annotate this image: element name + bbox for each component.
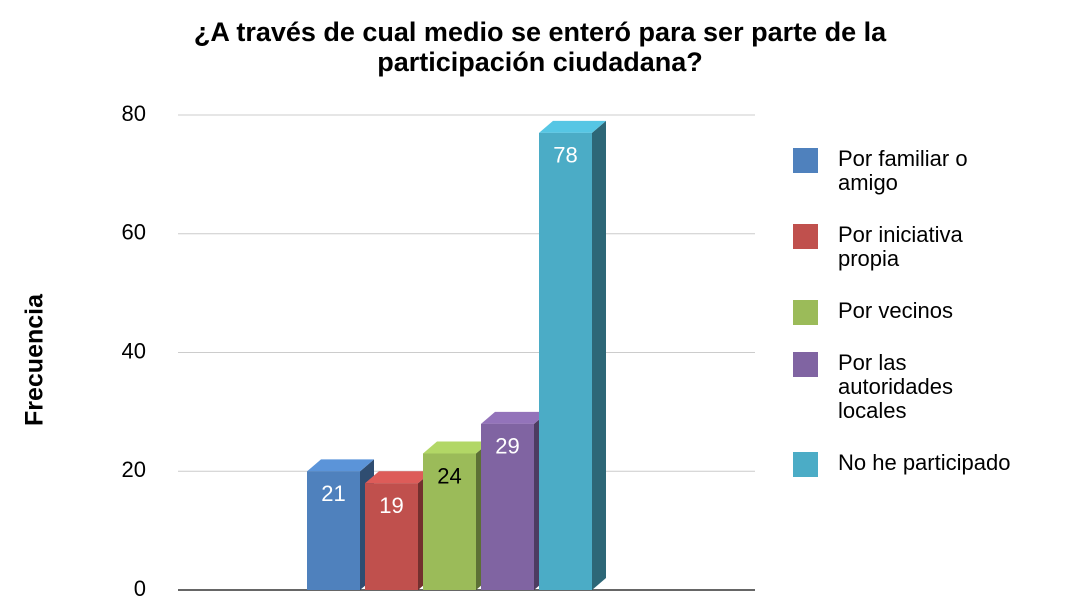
legend-line: Por iniciativa <box>838 222 963 247</box>
bar-side <box>592 120 606 590</box>
data-label: 21 <box>321 481 345 506</box>
y-tick-label: 60 <box>122 220 146 245</box>
legend-line: autoridades <box>838 374 953 399</box>
legend-label: Por vecinos <box>838 298 953 323</box>
legend-line: No he participado <box>838 450 1010 475</box>
legend-line: propia <box>838 246 900 271</box>
data-label: 78 <box>553 143 577 168</box>
data-label: 29 <box>495 434 519 459</box>
bar <box>365 471 432 590</box>
bar <box>423 441 490 590</box>
bar <box>307 459 374 590</box>
legend-line: Por las <box>838 350 906 375</box>
chart-title: ¿A través de cual medio se enteró para s… <box>194 17 887 47</box>
y-tick-label: 20 <box>122 457 146 482</box>
legend-swatch <box>793 148 818 173</box>
y-tick-label: 0 <box>134 576 146 601</box>
legend-line: locales <box>838 398 906 423</box>
legend-swatch <box>793 352 818 377</box>
bar-front <box>365 483 418 590</box>
data-label: 19 <box>379 493 403 518</box>
bar-top <box>423 441 490 454</box>
legend-label: Por familiar o amigo <box>838 146 968 195</box>
y-tick-label: 40 <box>122 338 146 363</box>
legend-line: Por vecinos <box>838 298 953 323</box>
legend-line: amigo <box>838 170 898 195</box>
bar-top <box>539 120 606 133</box>
legend-label: Por iniciativa propia <box>838 222 963 271</box>
bar <box>539 120 606 590</box>
bar-top <box>307 459 374 472</box>
bar-top <box>365 471 432 484</box>
data-label: 24 <box>437 463 461 488</box>
chart-title: participación ciudadana? <box>377 47 703 77</box>
y-axis-label: Frecuencia <box>21 293 49 426</box>
bar-front <box>539 132 592 590</box>
legend-swatch <box>793 452 818 477</box>
bar-front <box>481 423 534 590</box>
bar-front <box>423 453 476 590</box>
legend-label: No he participado <box>838 450 1010 475</box>
legend-swatch <box>793 300 818 325</box>
legend-label: Por las autoridades locales <box>838 350 953 423</box>
legend-line: Por familiar o <box>838 146 968 171</box>
legend-swatch <box>793 224 818 249</box>
y-tick-label: 80 <box>122 101 146 126</box>
bar-front <box>307 471 360 590</box>
bar-top <box>481 411 548 424</box>
